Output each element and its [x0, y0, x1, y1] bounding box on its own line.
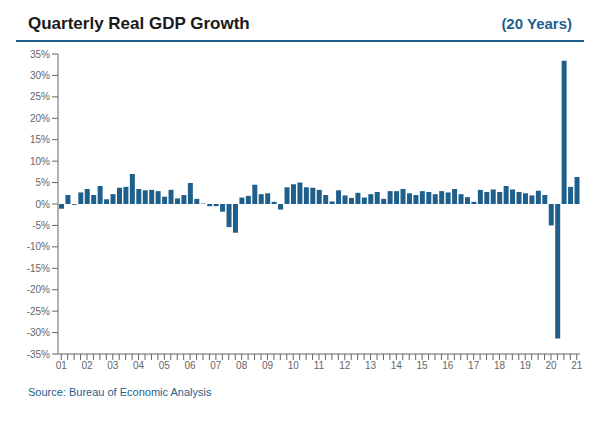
svg-text:14: 14: [391, 360, 403, 371]
svg-text:30%: 30%: [30, 70, 50, 81]
svg-text:11: 11: [314, 360, 325, 371]
svg-text:10: 10: [288, 360, 300, 371]
svg-text:09: 09: [262, 360, 274, 371]
svg-text:-10%: -10%: [27, 241, 50, 252]
svg-text:05: 05: [159, 360, 171, 371]
svg-text:-35%: -35%: [27, 349, 50, 360]
svg-text:35%: 35%: [30, 49, 50, 60]
svg-text:07: 07: [210, 360, 222, 371]
svg-text:-20%: -20%: [27, 284, 50, 295]
svg-text:12: 12: [339, 360, 351, 371]
svg-text:15: 15: [417, 360, 429, 371]
svg-text:-5%: -5%: [32, 220, 50, 231]
svg-text:01: 01: [56, 360, 68, 371]
svg-text:-30%: -30%: [27, 327, 50, 338]
svg-text:18: 18: [494, 360, 506, 371]
svg-text:20%: 20%: [30, 113, 50, 124]
svg-text:02: 02: [81, 360, 93, 371]
svg-text:03: 03: [107, 360, 119, 371]
svg-text:16: 16: [442, 360, 454, 371]
svg-text:-25%: -25%: [27, 306, 50, 317]
html-text:Quarterly Real GDP Growth: Quarterly Real GDP Growth: [28, 14, 250, 33]
svg-text:21: 21: [571, 360, 583, 371]
svg-text:13: 13: [365, 360, 377, 371]
html-text:(20 Years): (20 Years): [501, 15, 572, 32]
svg-text:10%: 10%: [30, 156, 50, 167]
svg-text:19: 19: [520, 360, 532, 371]
svg-text:04: 04: [133, 360, 145, 371]
svg-text:25%: 25%: [30, 91, 50, 102]
svg-text:-15%: -15%: [27, 263, 50, 274]
svg-text:08: 08: [236, 360, 248, 371]
svg-text:06: 06: [185, 360, 197, 371]
html-text:Source: Bureau of Economic Ana: Source: Bureau of Economic Analysis: [28, 386, 212, 398]
svg-text:15%: 15%: [30, 134, 50, 145]
svg-text:17: 17: [468, 360, 480, 371]
svg-text:0%: 0%: [36, 199, 51, 210]
svg-text:20: 20: [545, 360, 557, 371]
svg-text:5%: 5%: [36, 177, 51, 188]
